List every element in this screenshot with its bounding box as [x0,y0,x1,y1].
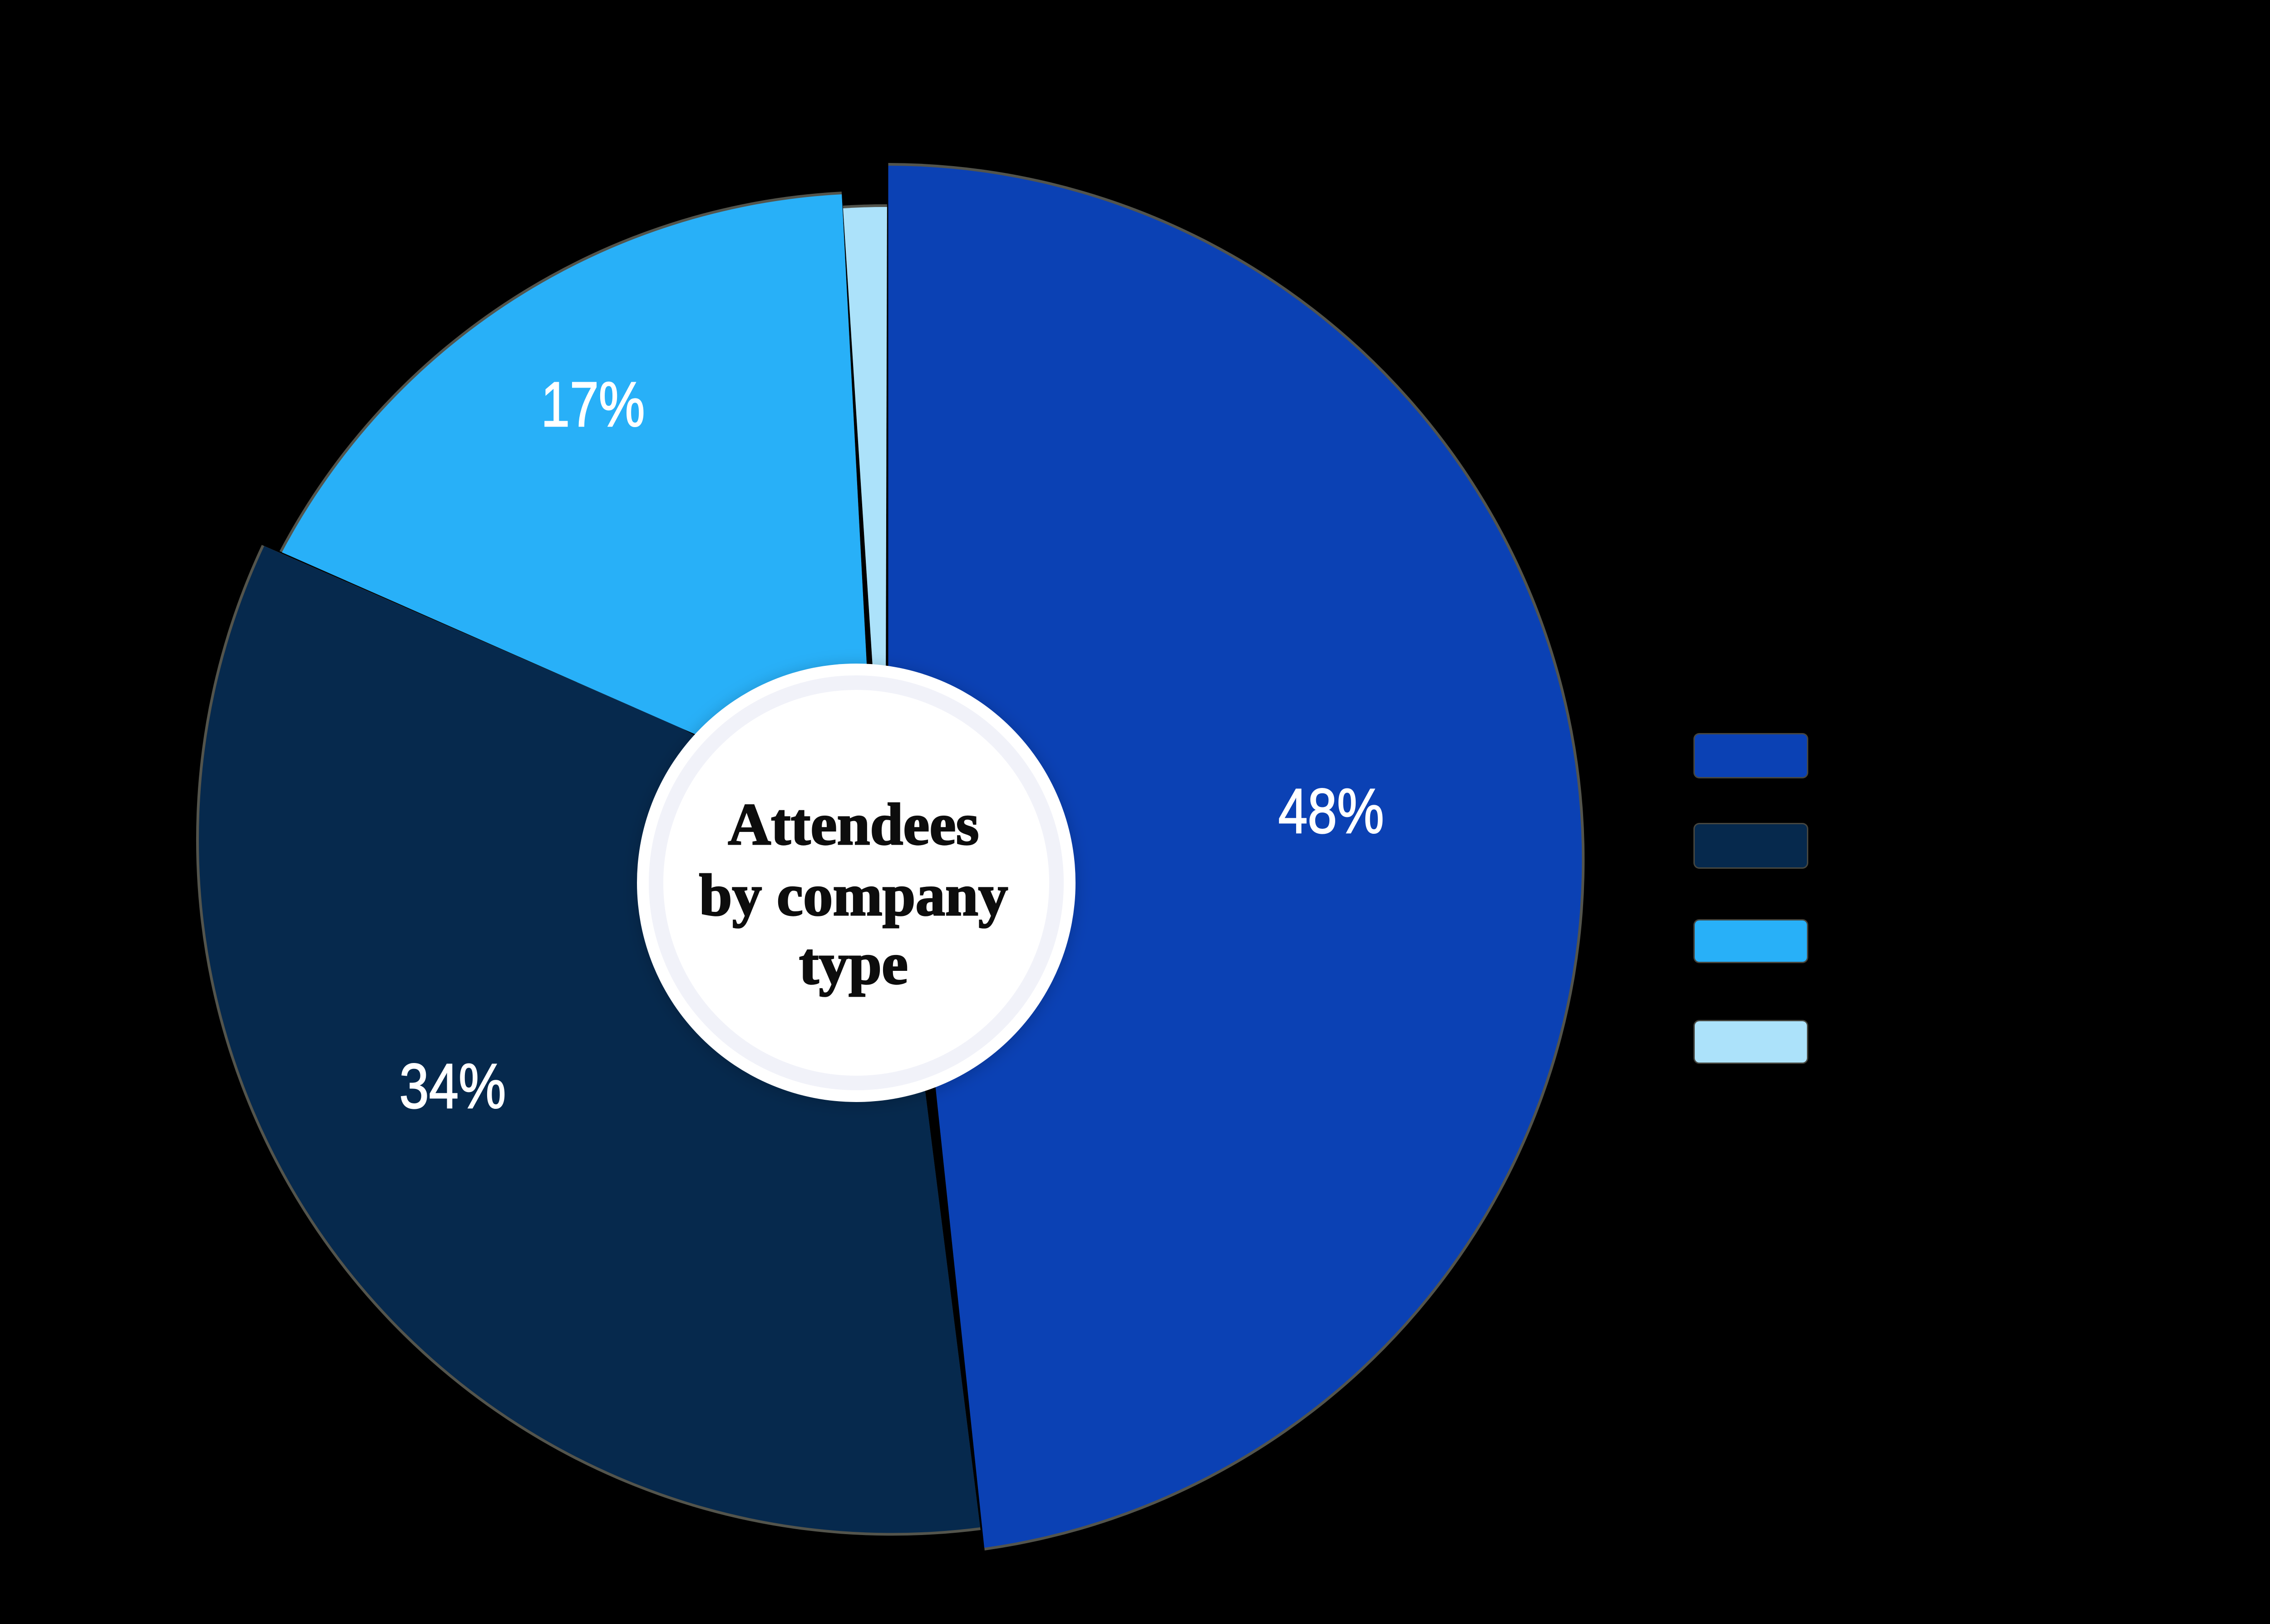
svg-text:17%: 17% [541,369,645,440]
svg-text:34%: 34% [400,1050,506,1122]
svg-text:48%: 48% [1278,775,1384,846]
svg-text:type: type [799,931,908,997]
svg-text:by company: by company [699,862,1008,928]
svg-text:Attendees: Attendees [728,792,979,857]
